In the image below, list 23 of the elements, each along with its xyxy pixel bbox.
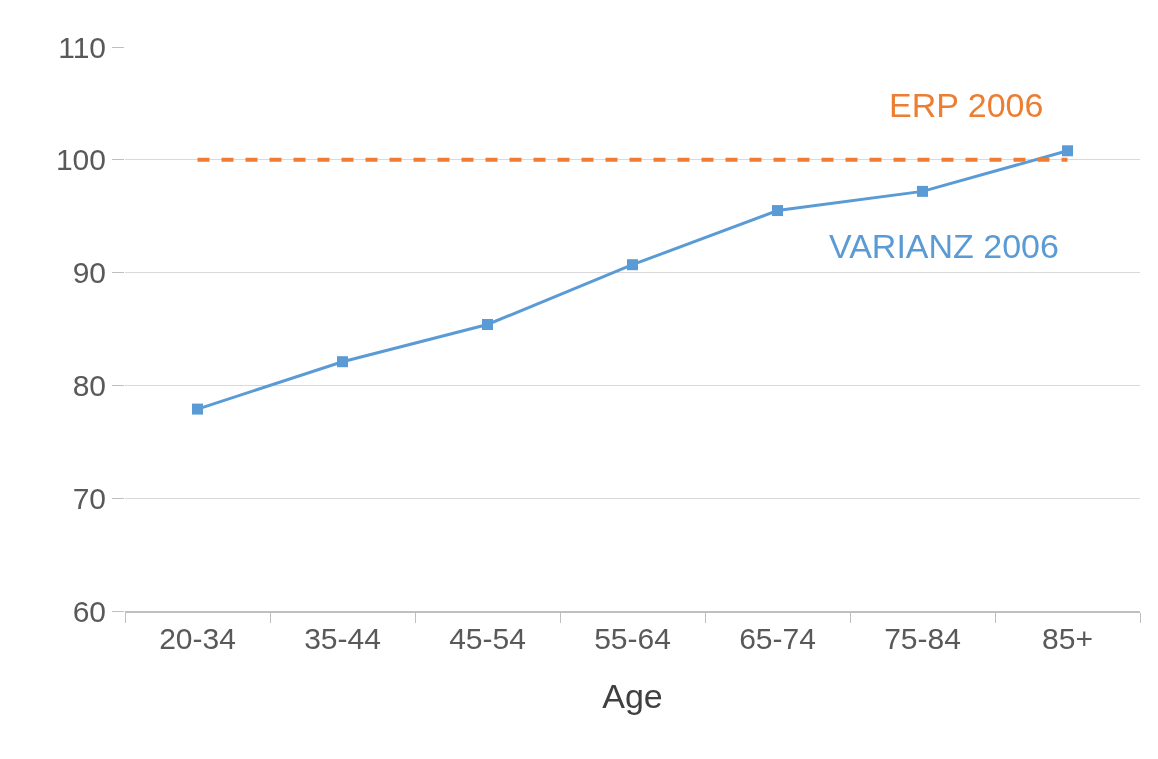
x-tick-label: 65-74 <box>739 621 816 655</box>
series-label: VARIANZ 2006 <box>829 227 1059 265</box>
point <box>772 205 783 217</box>
x-axis-title: Age <box>602 676 663 715</box>
y-tick-label: 80 <box>72 368 106 402</box>
point <box>192 403 203 415</box>
x-tick-label: 85+ <box>1042 621 1093 655</box>
x-tick-label: 20-34 <box>159 621 236 655</box>
y-tick-label: 60 <box>72 594 106 628</box>
point <box>627 259 638 271</box>
y-tick-label: 110 <box>58 30 106 64</box>
point <box>917 185 928 197</box>
y-tick-label: 100 <box>55 143 106 177</box>
x-tick-label: 35-44 <box>304 621 381 655</box>
x-tick-label: 75-84 <box>884 621 961 655</box>
series-label: ERP 2006 <box>889 86 1044 124</box>
y-tick-label: 70 <box>72 481 106 515</box>
x-tick-label: 55-64 <box>594 621 671 655</box>
y-tick-label: 90 <box>72 256 106 290</box>
point <box>482 318 493 330</box>
point <box>337 356 348 368</box>
point <box>1062 145 1073 157</box>
x-tick-label: 45-54 <box>449 621 526 655</box>
